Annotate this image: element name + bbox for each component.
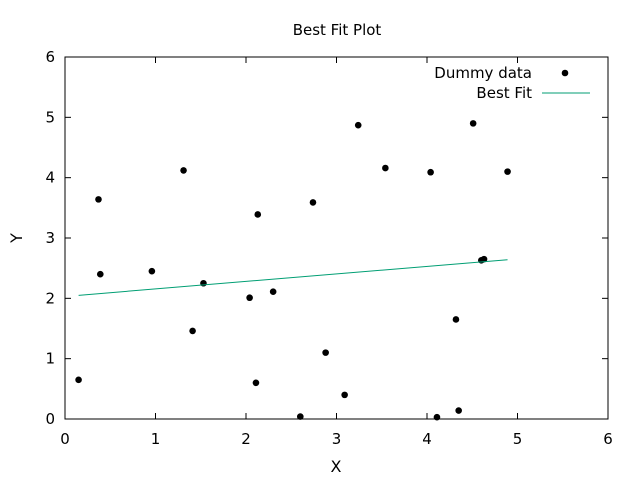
plot-frame: [64, 56, 609, 420]
x-tick-label: 4: [422, 430, 432, 448]
x-tick-label: 5: [513, 430, 523, 448]
data-point: [354, 121, 362, 129]
legend-label: Dummy data: [434, 64, 532, 82]
data-point: [297, 413, 304, 420]
legend-marker: [561, 69, 569, 77]
x-tick-label: 2: [241, 430, 251, 448]
data-point: [480, 255, 488, 263]
legend: Dummy data Best Fit: [434, 64, 590, 102]
data-point: [322, 349, 329, 356]
y-tick-label: 3: [45, 229, 55, 247]
data-point: [254, 211, 262, 218]
y-tick-label: 4: [45, 169, 55, 187]
data-point: [309, 199, 317, 206]
x-axis-label: X: [331, 457, 342, 476]
data-point: [75, 376, 82, 384]
data-point: [469, 120, 477, 127]
series-layer: [75, 120, 511, 421]
y-tick-label: 2: [45, 289, 55, 307]
best-fit-line: [78, 259, 508, 296]
y-axis-label: Y: [7, 233, 26, 244]
data-point: [180, 167, 187, 174]
x-tick-label: 6: [603, 430, 613, 448]
data-point: [269, 288, 277, 295]
axis-ticks: [64, 56, 609, 420]
y-tick-label: 6: [45, 48, 55, 66]
data-point: [504, 168, 511, 175]
y-tick-label: 5: [45, 108, 55, 126]
data-point: [95, 196, 102, 203]
data-point: [148, 267, 156, 275]
data-point: [96, 270, 104, 278]
x-tick-label: 3: [332, 430, 342, 448]
data-point: [189, 327, 196, 335]
data-point: [252, 379, 260, 387]
data-point: [246, 294, 253, 302]
x-tick-label: 1: [151, 430, 161, 448]
y-tick-label: 0: [45, 410, 55, 428]
data-point: [427, 168, 434, 176]
data-point: [452, 316, 460, 323]
data-point: [455, 407, 462, 414]
x-tick-label: 0: [60, 430, 70, 448]
data-point: [382, 164, 389, 172]
y-tick-label: 1: [45, 350, 55, 368]
data-point: [341, 391, 348, 399]
axis-tick-labels: 0 1 2 3 4 5 6 0 1 2 3 4 5 6: [45, 48, 612, 448]
chart-title: Best Fit Plot: [293, 21, 382, 39]
legend-label: Best Fit: [476, 84, 532, 102]
data-point: [433, 413, 441, 421]
